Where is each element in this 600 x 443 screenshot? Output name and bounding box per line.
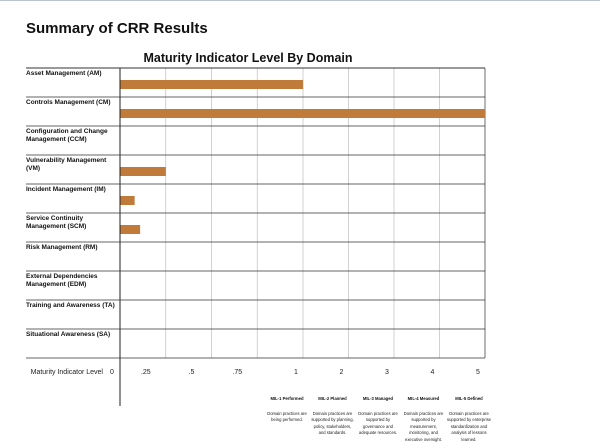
tick-label: 1 <box>294 369 298 376</box>
mil-level-name: MIL-5 Defined <box>455 396 483 401</box>
x-axis-label: Maturity Indicator Level <box>31 369 104 376</box>
mil-level-name: MIL-3 Managed <box>362 396 394 401</box>
category-label: Situational Awareness (SA) <box>26 331 111 338</box>
bar-2 <box>120 109 485 118</box>
tick-label: .25 <box>141 369 151 376</box>
mil-level-name: MIL-1 Performed <box>270 396 304 401</box>
category-label: Controls Management (CM) <box>26 99 111 106</box>
category-label: Vulnerability Management (VM) <box>26 157 107 172</box>
bar-4 <box>120 167 166 176</box>
mil-level-description: Domain practices are supported by measur… <box>403 411 444 442</box>
mil-level-name: MIL-2 Planned <box>318 396 347 401</box>
category-label: Asset Management (AM) <box>26 70 102 77</box>
category-label: Service Continuity Management (SCM) <box>26 215 87 230</box>
mil-level-name: MIL-4 Measured <box>407 396 440 401</box>
bar-1 <box>120 80 303 89</box>
category-label: Risk Management (RM) <box>26 244 98 251</box>
mil-level-description: Domain practices are supported by govern… <box>358 411 398 436</box>
chart-title: Maturity Indicator Level By Domain <box>143 51 353 65</box>
category-label: Training and Awareness (TA) <box>26 302 115 309</box>
bar-5 <box>120 196 135 205</box>
mil-level-description: Domain practices are supported by enterp… <box>447 411 491 442</box>
category-label: Incident Management (IM) <box>26 186 106 193</box>
tick-label: .5 <box>189 369 195 376</box>
mil-level-description: Domain practices are supported by planni… <box>311 411 354 436</box>
tick-label: 0 <box>110 369 114 376</box>
tick-label: 3 <box>385 369 389 376</box>
page-title: Summary of CRR Results <box>26 20 208 37</box>
tick-label: .75 <box>232 369 242 376</box>
tick-label: 4 <box>431 369 435 376</box>
bar-6 <box>120 225 141 234</box>
tick-label: 5 <box>476 369 480 376</box>
category-label: Configuration and Change Management (CCM… <box>26 128 108 143</box>
category-label: External Dependencies Management (EDM) <box>26 273 98 288</box>
top-divider <box>0 0 600 1</box>
mil-level-description: Domain practices are being performed. <box>267 411 307 423</box>
tick-label: 2 <box>340 369 344 376</box>
